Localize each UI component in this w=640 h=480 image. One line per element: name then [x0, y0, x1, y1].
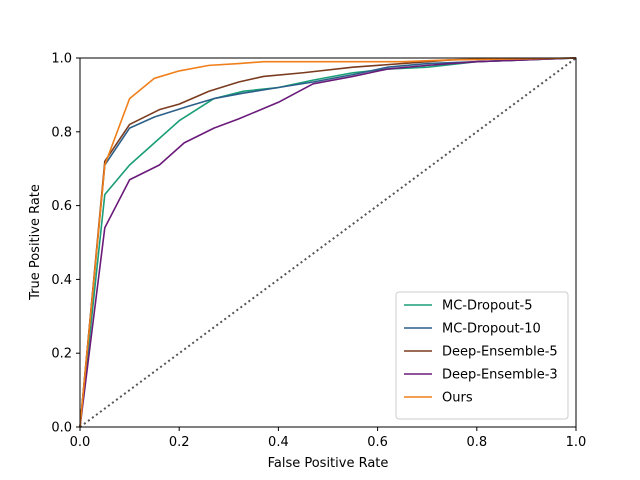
y-tick-label: 0.6 — [51, 199, 72, 214]
axis-ticks: 0.0 0.2 0.4 0.6 0.8 1.0 0.0 0.2 0.4 0.6 0.8 1.0 — [51, 52, 586, 451]
legend-label: Ours — [442, 391, 473, 406]
x-tick-label: 0.8 — [466, 435, 487, 450]
x-tick-label: 0.0 — [70, 435, 91, 450]
series-line-ours — [79, 57, 577, 428]
y-tick-label: 0.2 — [51, 347, 72, 362]
diagonal-reference — [79, 57, 577, 428]
y-tick-label: 0.8 — [51, 125, 72, 140]
y-tick-label: 1.0 — [51, 52, 72, 67]
series-line-deep-ensemble-3 — [79, 57, 577, 428]
y-axis-label: True Positive Rate — [28, 184, 43, 301]
x-tick-label: 0.2 — [169, 435, 190, 450]
series-lines — [79, 57, 577, 428]
legend-label: Deep-Ensemble-3 — [442, 368, 558, 383]
legend-label: MC-Dropout-10 — [442, 322, 541, 337]
x-tick-label: 0.6 — [367, 435, 388, 450]
y-tick-label: 0.4 — [51, 273, 72, 288]
legend-box — [395, 291, 569, 420]
x-tick-label: 1.0 — [566, 435, 587, 450]
legend-label: Deep-Ensemble-5 — [442, 345, 558, 360]
x-axis-label: False Positive Rate — [268, 456, 389, 471]
legend-label: MC-Dropout-5 — [442, 299, 533, 314]
legend: MC-Dropout-5 MC-Dropout-10 Deep-Ensemble-5… — [395, 291, 569, 420]
diagonal-line — [79, 57, 577, 428]
x-tick-label: 0.4 — [268, 435, 289, 450]
plot-border — [79, 57, 577, 428]
y-tick-label: 0.0 — [51, 421, 72, 436]
